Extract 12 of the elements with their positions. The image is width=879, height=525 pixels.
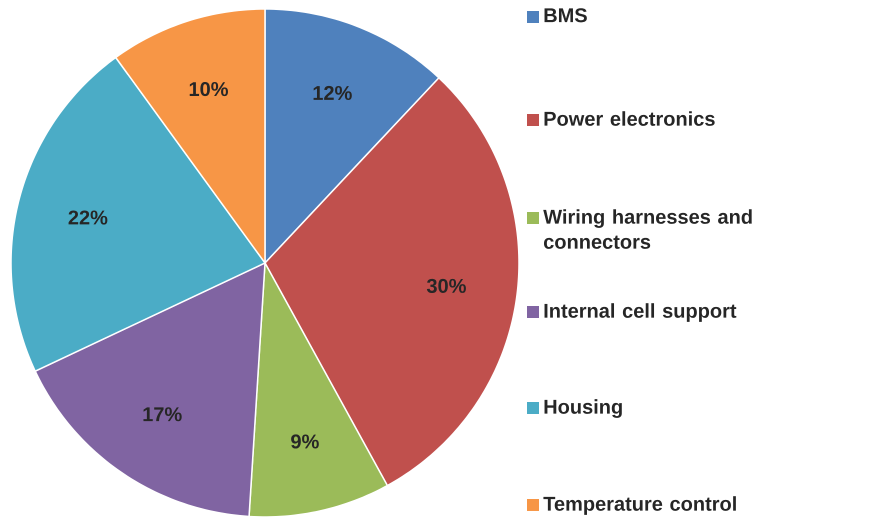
- data-label: 10%: [190, 82, 228, 96]
- legend-label: Internal cell support: [544, 303, 736, 322]
- legend-label: Wiring harnesses and connectors: [543, 209, 752, 249]
- data-label: 30%: [426, 278, 466, 293]
- data-label: 9%: [291, 434, 319, 449]
- legend-label: Temperature control: [543, 496, 736, 515]
- data-label: 12%: [314, 86, 352, 100]
- legend-label: BMS: [544, 8, 587, 22]
- legend-label: Power electronics: [544, 111, 715, 126]
- legend-label: Housing: [544, 399, 622, 418]
- data-label: 22%: [68, 210, 108, 225]
- data-label: 17%: [143, 407, 182, 422]
